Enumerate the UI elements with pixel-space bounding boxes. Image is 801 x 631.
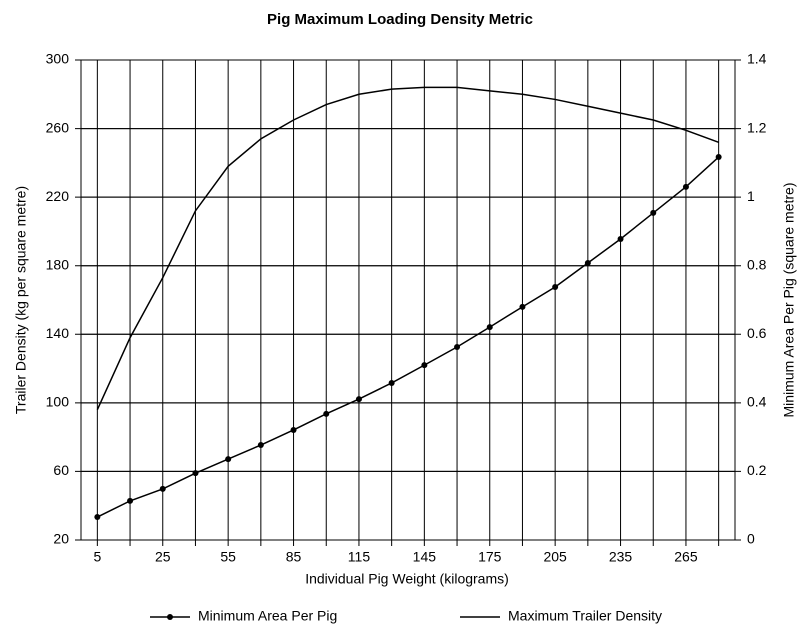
y-axis-label: Trailer Density (kg per square metre) bbox=[13, 186, 29, 414]
data-point bbox=[159, 485, 166, 492]
data-point bbox=[323, 410, 330, 417]
data-point bbox=[682, 183, 689, 190]
y-tick-label: 260 bbox=[46, 119, 70, 135]
y2-axis-label: Minimum Area Per Pig (square metre) bbox=[781, 183, 797, 418]
x-tick-label: 175 bbox=[478, 549, 502, 565]
data-point bbox=[225, 456, 232, 463]
data-point bbox=[486, 324, 493, 331]
x-axis-label: Individual Pig Weight (kilograms) bbox=[305, 571, 509, 587]
y2-tick-label: 0.4 bbox=[747, 394, 767, 410]
data-point bbox=[584, 259, 591, 266]
data-point bbox=[388, 379, 395, 386]
y2-tick-label: 1.2 bbox=[747, 119, 767, 135]
plot-frame bbox=[80, 59, 736, 541]
x-tick-label: 115 bbox=[348, 549, 371, 565]
data-point bbox=[94, 514, 101, 521]
x-tick-label: 5 bbox=[93, 549, 101, 565]
data-point bbox=[617, 235, 624, 242]
chart-title: Pig Maximum Loading Density Metric bbox=[267, 11, 533, 28]
y-tick-label: 220 bbox=[46, 188, 70, 204]
legend-marker bbox=[167, 614, 173, 620]
data-point bbox=[715, 154, 722, 161]
x-tick-label: 55 bbox=[220, 549, 236, 565]
data-point bbox=[127, 497, 134, 504]
y-tick-label: 60 bbox=[53, 462, 69, 478]
x-tick-label: 145 bbox=[413, 549, 437, 565]
legend-label: Maximum Trailer Density bbox=[508, 608, 662, 624]
y2-tick-label: 1 bbox=[747, 188, 755, 204]
y2-tick-label: 1.4 bbox=[747, 51, 767, 67]
data-point bbox=[192, 470, 199, 477]
y2-tick-label: 0 bbox=[747, 531, 755, 547]
data-point bbox=[454, 343, 461, 350]
y-tick-label: 180 bbox=[46, 256, 70, 272]
series-line bbox=[97, 156, 720, 518]
y-tick-label: 100 bbox=[46, 394, 70, 410]
y2-tick-label: 0.6 bbox=[747, 325, 767, 341]
x-tick-label: 205 bbox=[543, 549, 567, 565]
data-point bbox=[290, 426, 297, 433]
x-tick-label: 265 bbox=[674, 549, 698, 565]
y-tick-label: 300 bbox=[46, 51, 70, 67]
data-point bbox=[421, 362, 428, 369]
x-tick-label: 235 bbox=[609, 549, 633, 565]
data-point bbox=[552, 283, 559, 290]
series-line bbox=[96, 86, 719, 411]
y2-tick-label: 0.2 bbox=[747, 462, 767, 478]
data-point bbox=[650, 209, 657, 216]
y2-tick-label: 0.8 bbox=[747, 256, 767, 272]
data-point bbox=[519, 303, 526, 310]
x-tick-label: 85 bbox=[286, 549, 302, 565]
x-tick-label: 25 bbox=[155, 549, 171, 565]
data-point bbox=[355, 396, 362, 403]
y-tick-label: 140 bbox=[46, 325, 70, 341]
y-tick-label: 20 bbox=[53, 531, 69, 547]
legend-label: Minimum Area Per Pig bbox=[198, 608, 337, 624]
data-point bbox=[257, 442, 264, 449]
